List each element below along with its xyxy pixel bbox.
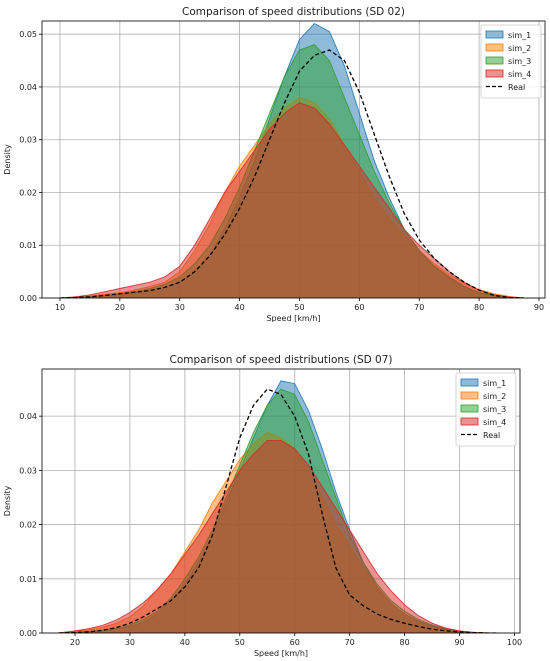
x-tick-label: 30	[125, 638, 135, 647]
x-tick-label: 80	[474, 303, 484, 312]
x-tick-label: 50	[235, 638, 245, 647]
legend-swatch-sim-4	[485, 69, 504, 78]
x-tick-label: 30	[175, 303, 185, 312]
density-line-real	[58, 388, 498, 633]
series-group	[58, 380, 498, 633]
y-tick-label: 0.03	[19, 466, 37, 475]
plot-frame	[41, 20, 546, 299]
legend-swatch-sim-4	[460, 417, 479, 426]
legend-label: sim_3	[508, 57, 531, 66]
y-tick-label: 0.02	[19, 188, 37, 197]
legend-label: sim_2	[483, 392, 506, 401]
x-tick-label: 10	[55, 303, 65, 312]
legend-swatch-sim-1	[485, 30, 504, 39]
legend-label: sim_2	[508, 44, 531, 53]
x-tick-label: 60	[354, 303, 364, 312]
chart-sd02: Comparison of speed distributions (SD 02…	[0, 0, 550, 323]
plot-frame	[41, 368, 521, 634]
y-tick-label: 0.00	[19, 294, 37, 303]
legend-swatch-sim-1	[460, 378, 479, 387]
x-tick-label: 100	[507, 638, 522, 647]
x-tick-label: 60	[290, 638, 300, 647]
legend-swatch-sim-3	[485, 56, 504, 65]
legend-label: sim_1	[483, 379, 506, 388]
chart-sd07: Comparison of speed distributions (SD 07…	[0, 345, 550, 658]
x-tick-label: 80	[400, 638, 410, 647]
x-tick-label: 70	[414, 303, 424, 312]
legend-swatch-sim-2	[485, 43, 504, 52]
x-tick-label: 90	[454, 638, 464, 647]
y-tick-label: 0.02	[19, 521, 37, 530]
legend: sim_1 sim_2 sim_3 sim_4 Real	[480, 24, 542, 99]
x-axis-label: Speed [km/h]	[254, 649, 308, 657]
chart-sd02-svg: Comparison of speed distributions (SD 02…	[3, 6, 546, 323]
legend-label: sim_4	[508, 70, 531, 79]
y-tick-label: 0.01	[19, 241, 37, 250]
density-area-sim-4	[60, 102, 524, 298]
legend-swatch-sim-3	[460, 404, 479, 413]
y-axis-label: Density	[3, 144, 12, 175]
chart-title: Comparison of speed distributions (SD 02…	[182, 6, 405, 18]
legend-box	[455, 372, 517, 447]
legend-label: Real	[508, 83, 525, 92]
density-line-real	[59, 49, 525, 298]
density-area-sim-4	[58, 440, 498, 633]
y-tick-label: 0.03	[19, 136, 37, 145]
y-tick-label: 0.01	[19, 575, 37, 584]
legend-box	[480, 24, 542, 99]
y-axis-label: Density	[3, 486, 12, 517]
legend-label: sim_1	[508, 31, 531, 40]
chart-title: Comparison of speed distributions (SD 07…	[169, 354, 392, 366]
x-tick-label: 70	[345, 638, 355, 647]
legend-label: sim_4	[483, 418, 506, 427]
y-tick-label: 0.04	[19, 83, 37, 92]
x-tick-label: 20	[115, 303, 125, 312]
y-tick-label: 0.04	[19, 412, 37, 421]
x-axis-label: Speed [km/h]	[266, 314, 320, 322]
y-tick-label: 0.00	[19, 629, 37, 638]
x-tick-label: 90	[534, 303, 544, 312]
x-tick-label: 40	[180, 638, 190, 647]
legend-label: Real	[483, 431, 500, 440]
x-tick-label: 40	[235, 303, 245, 312]
density-line-sim-4	[58, 440, 498, 633]
y-tick-label: 0.05	[19, 30, 37, 39]
legend-label: sim_3	[483, 405, 506, 414]
x-tick-label: 20	[70, 638, 80, 647]
series-group	[59, 23, 525, 298]
x-tick-label: 50	[294, 303, 304, 312]
legend-swatch-sim-2	[460, 391, 479, 400]
legend: sim_1 sim_2 sim_3 sim_4 Real	[455, 372, 517, 447]
chart-sd07-svg: Comparison of speed distributions (SD 07…	[3, 354, 522, 658]
